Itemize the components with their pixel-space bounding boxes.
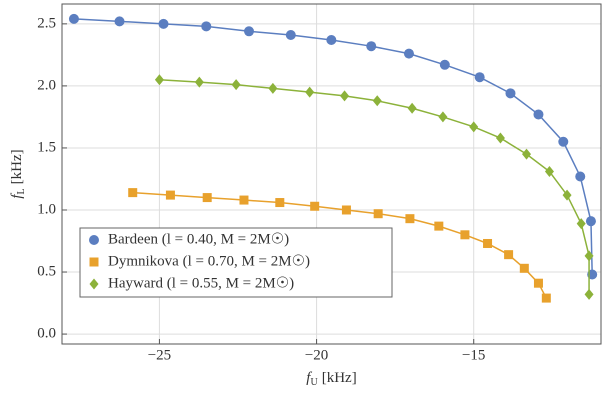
data-point bbox=[239, 195, 249, 205]
data-point bbox=[326, 34, 337, 45]
data-point bbox=[533, 109, 544, 120]
y-tick-label: 1.0 bbox=[37, 201, 56, 217]
axis-subscript: U bbox=[310, 377, 318, 388]
legend-label: Dymnikova (l = 0.70, M = 2M☉) bbox=[108, 253, 310, 269]
data-point bbox=[460, 230, 470, 240]
data-point bbox=[439, 59, 450, 70]
data-point bbox=[533, 278, 543, 288]
data-point bbox=[231, 79, 241, 91]
data-point bbox=[68, 13, 79, 24]
data-point bbox=[483, 238, 493, 248]
data-point bbox=[201, 21, 212, 32]
y-tick-label: 2.0 bbox=[37, 77, 56, 93]
data-point bbox=[505, 88, 516, 99]
data-point bbox=[495, 132, 505, 144]
data-point bbox=[285, 30, 296, 41]
data-point bbox=[474, 72, 485, 83]
data-point bbox=[504, 250, 514, 260]
legend-box bbox=[79, 227, 393, 298]
legend-label: Hayward (l = 0.55, M = 2M☉) bbox=[108, 275, 294, 291]
data-point bbox=[576, 218, 586, 230]
data-point bbox=[310, 201, 320, 211]
data-point bbox=[366, 41, 377, 52]
data-point bbox=[305, 86, 315, 98]
data-point bbox=[405, 214, 415, 224]
data-point bbox=[585, 216, 596, 227]
axis-subscript: L bbox=[16, 188, 27, 194]
axis-symbol: f bbox=[306, 370, 312, 386]
data-point bbox=[202, 193, 212, 203]
axis-symbol: f bbox=[9, 193, 25, 199]
data-point bbox=[154, 74, 164, 86]
data-point bbox=[407, 102, 417, 114]
data-point bbox=[469, 121, 479, 133]
data-point bbox=[438, 111, 448, 123]
data-point bbox=[165, 190, 175, 200]
plot-frame bbox=[61, 3, 602, 345]
data-point bbox=[340, 90, 350, 102]
data-point bbox=[541, 293, 551, 303]
x-tick-label: −20 bbox=[305, 347, 328, 363]
data-point bbox=[522, 148, 532, 160]
data-point bbox=[584, 288, 594, 300]
y-tick-label: 1.5 bbox=[37, 139, 56, 155]
x-tick-label: −15 bbox=[462, 347, 485, 363]
data-point bbox=[584, 250, 594, 262]
data-point bbox=[373, 209, 383, 219]
axis-unit: [kHz] bbox=[322, 370, 357, 386]
data-point bbox=[158, 18, 169, 29]
data-point bbox=[558, 136, 569, 147]
data-point bbox=[403, 48, 414, 59]
data-point bbox=[194, 76, 204, 88]
data-point bbox=[114, 16, 125, 27]
data-point bbox=[341, 205, 351, 215]
data-point bbox=[128, 188, 138, 198]
data-point bbox=[275, 198, 285, 208]
legend-marker bbox=[89, 257, 99, 267]
data-point bbox=[244, 26, 254, 37]
series-line bbox=[132, 191, 547, 299]
legend-label: Bardeen (l = 0.40, M = 2M☉) bbox=[108, 231, 289, 247]
x-tick-label: −25 bbox=[148, 347, 171, 363]
data-point bbox=[575, 171, 586, 182]
y-label: fL [kHz] bbox=[9, 149, 27, 198]
data-point bbox=[544, 166, 554, 178]
data-point bbox=[434, 221, 444, 231]
legend-marker bbox=[89, 278, 99, 290]
y-tick-label: 0.0 bbox=[37, 326, 56, 342]
x-label: fU [kHz] bbox=[306, 370, 356, 388]
data-point bbox=[519, 263, 529, 273]
axis-unit: [kHz] bbox=[9, 149, 25, 184]
y-tick-label: 2.5 bbox=[37, 15, 56, 31]
data-point bbox=[372, 95, 382, 107]
y-tick-label: 0.5 bbox=[37, 263, 56, 279]
data-point bbox=[268, 82, 278, 94]
legend-marker bbox=[89, 235, 99, 245]
data-point bbox=[562, 189, 572, 201]
